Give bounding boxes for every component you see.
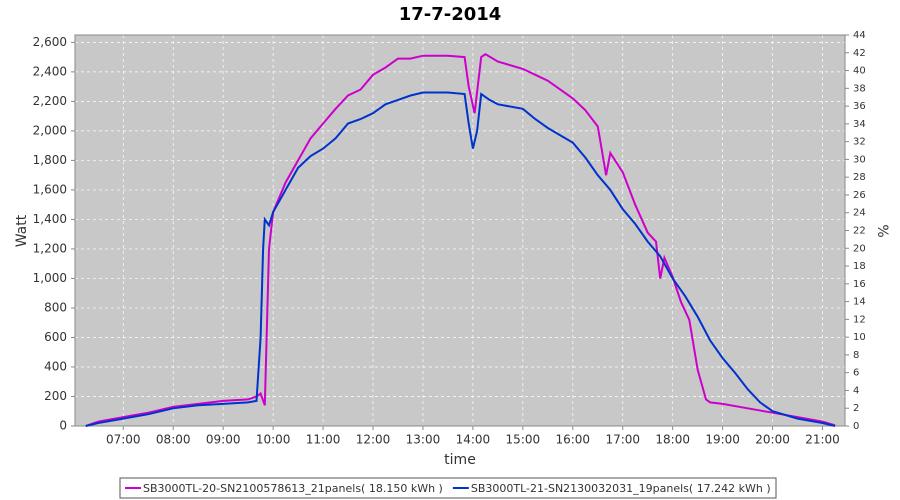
x-tick-label: 15:00 <box>506 433 541 447</box>
y-tick-label: 1,200 <box>33 241 67 255</box>
x-tick-label: 07:00 <box>106 433 141 447</box>
x-tick-label: 19:00 <box>705 433 740 447</box>
x-tick-label: 13:00 <box>406 433 441 447</box>
y-tick-label: 600 <box>44 330 67 344</box>
y2-tick-label: 20 <box>853 243 866 254</box>
legend-box <box>119 477 777 499</box>
y-tick-label: 2,400 <box>33 64 67 78</box>
y2-tick-label: 12 <box>853 314 866 325</box>
x-tick-label: 12:00 <box>356 433 391 447</box>
y2-tick-label: 24 <box>853 208 866 219</box>
y-tick-label: 1,600 <box>33 182 67 196</box>
x-tick-label: 17:00 <box>605 433 640 447</box>
y2-tick-label: 6 <box>853 368 859 379</box>
x-tick-label: 20:00 <box>755 433 790 447</box>
y2-tick-label: 14 <box>853 297 866 308</box>
y2-tick-label: 32 <box>853 137 866 148</box>
y-tick-label: 0 <box>59 419 67 433</box>
y-tick-label: 2,000 <box>33 123 67 137</box>
x-tick-label: 16:00 <box>555 433 590 447</box>
y2-tick-label: 42 <box>853 48 866 59</box>
y2-tick-label: 36 <box>853 101 866 112</box>
plot-area <box>75 35 845 426</box>
y2-tick-label: 40 <box>853 66 866 77</box>
y2-tick-label: 8 <box>853 350 859 361</box>
y2-tick-label: 2 <box>853 403 859 414</box>
x-tick-label: 18:00 <box>655 433 690 447</box>
y-tick-label: 1,800 <box>33 153 67 167</box>
y2-axis-label: % <box>874 224 890 237</box>
y-tick-label: 2,200 <box>33 94 67 108</box>
x-tick-label: 09:00 <box>206 433 241 447</box>
y2-tick-label: 44 <box>853 30 866 41</box>
y-tick-label: 800 <box>44 300 67 314</box>
x-tick-label: 21:00 <box>805 433 840 447</box>
y2-tick-label: 16 <box>853 279 866 290</box>
y2-tick-label: 4 <box>853 385 859 396</box>
y-tick-label: 1,400 <box>33 212 67 226</box>
x-axis-label: time <box>444 452 476 468</box>
legend-label: SB3000TL-20-SN2100578613_21panels( 18.15… <box>143 482 443 495</box>
x-tick-label: 14:00 <box>456 433 491 447</box>
y2-tick-label: 18 <box>853 261 866 272</box>
y-tick-label: 400 <box>44 359 67 373</box>
series-line <box>85 91 836 427</box>
y2-tick-label: 30 <box>853 154 866 165</box>
y2-tick-label: 34 <box>853 119 866 130</box>
y-tick-label: 2,600 <box>33 35 67 49</box>
series-line <box>85 53 836 427</box>
y-tick-label: 1,000 <box>33 271 67 285</box>
plot-border <box>74 34 846 427</box>
y2-tick-label: 26 <box>853 190 866 201</box>
y2-tick-label: 28 <box>853 172 866 183</box>
x-tick-label: 11:00 <box>306 433 341 447</box>
y-axis-label: Watt <box>14 214 30 247</box>
y2-tick-label: 38 <box>853 83 866 94</box>
y2-tick-label: 10 <box>853 332 866 343</box>
y2-tick-label: 22 <box>853 226 866 237</box>
legend-label: SB3000TL-21-SN2130032031_19panels( 17.24… <box>471 482 771 495</box>
chart-title: 17-7-2014 <box>399 4 502 25</box>
y2-tick-label: 0 <box>853 421 859 432</box>
x-tick-label: 10:00 <box>256 433 291 447</box>
x-tick-label: 08:00 <box>156 433 191 447</box>
y-tick-label: 200 <box>44 389 67 403</box>
